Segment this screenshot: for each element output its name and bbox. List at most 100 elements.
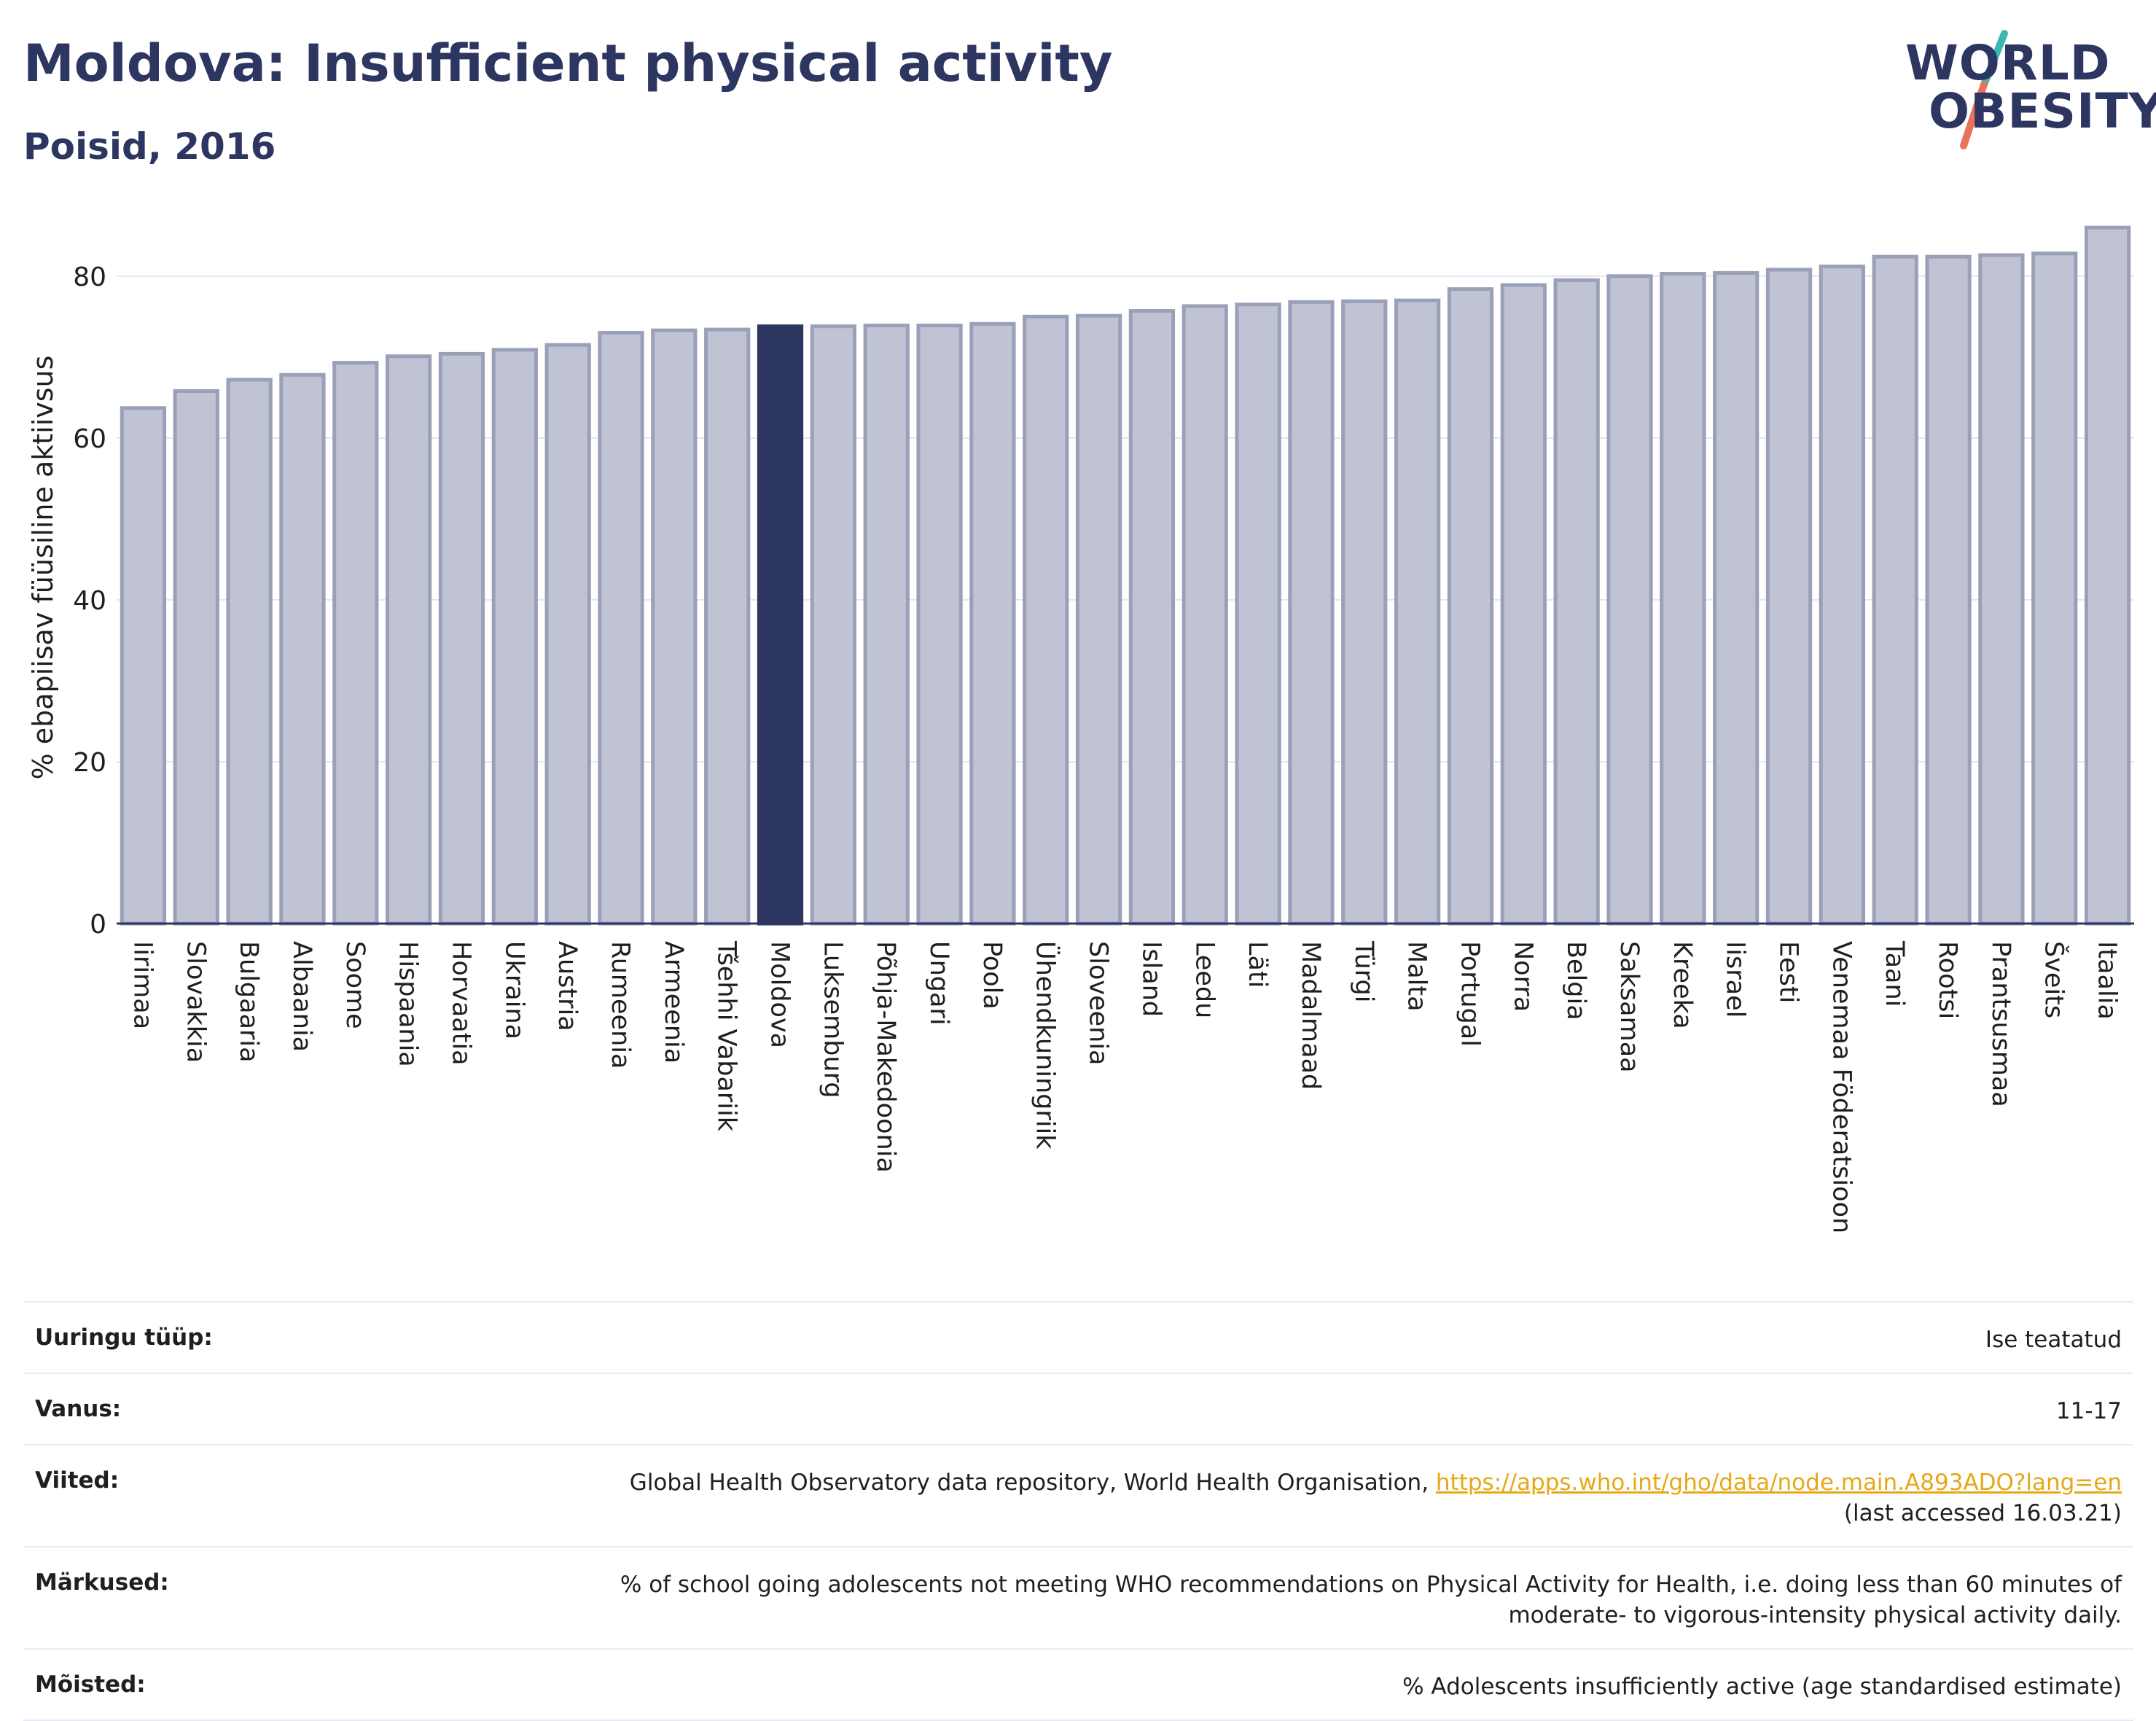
bar [332, 361, 379, 926]
x-tick-label: Horvaatia [446, 941, 475, 1066]
axes: 0 20 40 60 80 [73, 262, 2134, 940]
bar [1606, 274, 1653, 926]
chart-subtitle: Poisid, 2016 [23, 125, 276, 168]
bar [1447, 287, 1494, 926]
x-tick-label: Portugal [1455, 941, 1484, 1047]
x-tick-label: Ungari [924, 941, 953, 1026]
world-obesity-logo: WORLD OBESITY [1902, 29, 2156, 153]
y-tick-label: 40 [73, 586, 106, 616]
bar [1978, 253, 2025, 926]
x-tick-label: Venemaa Föderatsioon [1827, 941, 1856, 1233]
bar [916, 324, 963, 926]
references-label: Viited: [35, 1467, 120, 1494]
bar [438, 351, 485, 926]
x-tick-label: Bulgaaria [234, 941, 263, 1063]
references-link[interactable]: https://apps.who.int/gho/data/node.main.… [1435, 1470, 2122, 1496]
bar [1925, 254, 1972, 926]
x-tick-label: Albaania [287, 941, 316, 1052]
survey-type-value: Ise teatatud [1985, 1327, 2122, 1353]
bar [385, 354, 432, 926]
x-tick-label: Belgia [1561, 941, 1590, 1020]
x-tick-label: Taani [1880, 940, 1909, 1007]
definitions-value: % Adolescents insufficiently active (age… [1402, 1674, 2122, 1700]
bar [491, 348, 538, 926]
bar [544, 343, 591, 926]
x-tick-label: Türgi [1349, 940, 1378, 1002]
bar [863, 324, 910, 926]
bar [1341, 299, 1388, 926]
notes-line-1: % of school going adolescents not meetin… [620, 1572, 2122, 1598]
bar [2084, 225, 2131, 926]
x-tick-label: Läti [1243, 941, 1272, 988]
y-axis-label: % ebapiisav füüsiline aktiivsus [27, 356, 59, 780]
notes-line-2: moderate- to vigorous-intensity physical… [1508, 1602, 2122, 1628]
logo-slash-icon [1960, 30, 2008, 149]
logo-word-world: WORLD [1905, 35, 2111, 91]
bar [1235, 303, 1281, 926]
bar [1872, 254, 1918, 926]
x-tick-label: Ukraina [499, 941, 528, 1039]
x-tick-label: Leedu [1190, 941, 1219, 1018]
x-tick-label: Slovakkia [181, 941, 210, 1063]
chart-title: Moldova: Insufficient physical activity [23, 34, 1113, 93]
bar [704, 327, 751, 926]
references-value: Global Health Observatory data repositor… [630, 1467, 2122, 1529]
bar [1553, 278, 1600, 926]
x-tick-label: Austria [552, 941, 582, 1031]
logo-word-obesity: OBESITY [1929, 83, 2156, 139]
x-tick-label: Sloveenia [1084, 941, 1113, 1066]
y-tick-label: 60 [73, 424, 106, 454]
bar [969, 321, 1016, 926]
x-tick-label: Prantsusmaa [1986, 941, 2015, 1107]
age-value: 11-17 [2055, 1398, 2122, 1424]
notes-label: Märkused: [35, 1569, 169, 1596]
age-label: Vanus: [35, 1396, 122, 1422]
bar [1023, 314, 1069, 926]
x-tick-labels: Iirimaa Slovakkia Bulgaaria Albaania Soome Hi… [128, 940, 2121, 1233]
y-tick-label: 80 [73, 262, 106, 292]
bar [1288, 300, 1335, 926]
x-tick-label: Rumeenia [606, 941, 635, 1069]
bar [1128, 309, 1176, 926]
x-tick-label: Iisrael [1721, 941, 1750, 1018]
info-row-references: Viited: Global Health Observatory data r… [23, 1444, 2133, 1546]
x-tick-label: Šveits [2039, 941, 2070, 1018]
x-tick-label: Luksemburg [818, 941, 847, 1098]
info-row-notes: Märkused: % of school going adolescents … [23, 1546, 2133, 1648]
bar [279, 372, 326, 926]
references-accessed: (last accessed 16.03.21) [1843, 1500, 2122, 1526]
x-tick-label: Eesti [1774, 941, 1803, 1003]
y-tick-label: 20 [73, 748, 106, 778]
info-row-definitions: Mõisted: % Adolescents insufficiently ac… [23, 1648, 2133, 1721]
bar [1394, 298, 1441, 926]
bars [120, 225, 2131, 926]
references-text: Global Health Observatory data repositor… [629, 1470, 1436, 1496]
info-row-survey-type: Uuringu tüüp: Ise teatatud [23, 1301, 2133, 1373]
bar [1819, 264, 1866, 926]
x-tick-label: Malta [1402, 941, 1432, 1012]
bar [1075, 313, 1122, 926]
notes-value: % of school going adolescents not meetin… [620, 1569, 2122, 1631]
x-tick-label: Poola [977, 941, 1007, 1010]
x-tick-label: Iirimaa [128, 941, 157, 1029]
bar-chart: 0 20 40 60 80 Iirimaa Slovakkia Bulgaaria Albaa… [27, 225, 2134, 1233]
x-tick-label: Põhja-Makedoonia [871, 941, 900, 1173]
bar [1713, 270, 1759, 926]
y-tick-label: 0 [90, 910, 106, 940]
x-tick-label: Moldova [765, 941, 794, 1048]
x-tick-label: Kreeka [1668, 941, 1697, 1029]
x-tick-label: Itaalia [2093, 941, 2122, 1020]
x-tick-label: Armeenia [659, 941, 688, 1064]
bar [598, 331, 644, 926]
info-row-age: Vanus: 11-17 [23, 1373, 2133, 1444]
info-table: Uuringu tüüp: Ise teatatud Vanus: 11-17 … [23, 1301, 2133, 1721]
x-tick-label: Tšehhi Vabariik [712, 940, 741, 1132]
bar [1181, 304, 1228, 926]
bar [757, 324, 804, 926]
bar [1660, 271, 1706, 926]
bar [173, 389, 219, 926]
bar [1500, 283, 1547, 926]
definitions-label: Mõisted: [35, 1671, 146, 1698]
bar [226, 378, 273, 926]
bar [810, 324, 857, 926]
